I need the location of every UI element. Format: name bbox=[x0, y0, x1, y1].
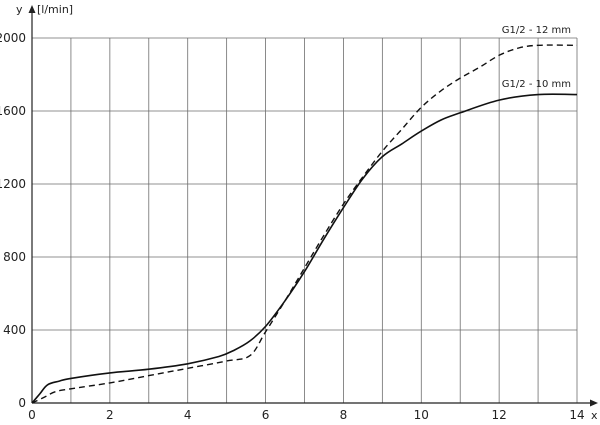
series-label-1: G1/2 - 10 mm bbox=[502, 79, 571, 90]
x-tick-label: 12 bbox=[492, 408, 507, 422]
y-tick-label: 2000 bbox=[0, 31, 26, 45]
y-tick-label: 1200 bbox=[0, 177, 26, 191]
series-label-0: G1/2 - 12 mm bbox=[502, 25, 571, 36]
y-tick-label: 0 bbox=[18, 396, 26, 410]
y-axis-unit: [l/min] bbox=[37, 3, 73, 16]
x-axis-arrow bbox=[590, 399, 598, 407]
axes-layer bbox=[28, 5, 598, 407]
y-axis-label: y bbox=[16, 3, 23, 16]
x-tick-label: 8 bbox=[340, 408, 348, 422]
label-layer: y [l/min] x 0 2 4 6 8 10 12 14 0 400 800 1200 1600 20… bbox=[0, 3, 598, 422]
grid-layer bbox=[32, 37, 578, 403]
series-line-1 bbox=[31, 93, 578, 404]
series-line-0 bbox=[31, 44, 578, 404]
y-axis-arrow bbox=[28, 5, 36, 13]
x-tick-label: 10 bbox=[414, 408, 429, 422]
x-tick-label: 6 bbox=[262, 408, 270, 422]
x-tick-label: 0 bbox=[28, 408, 36, 422]
y-tick-label: 400 bbox=[3, 323, 26, 337]
series-layer bbox=[31, 44, 578, 404]
x-tick-label: 4 bbox=[184, 408, 192, 422]
x-axis-label: x bbox=[591, 409, 598, 422]
x-tick-label: 2 bbox=[106, 408, 114, 422]
y-tick-label: 800 bbox=[3, 250, 26, 264]
y-tick-label: 1600 bbox=[0, 104, 26, 118]
x-tick-label: 14 bbox=[569, 408, 584, 422]
